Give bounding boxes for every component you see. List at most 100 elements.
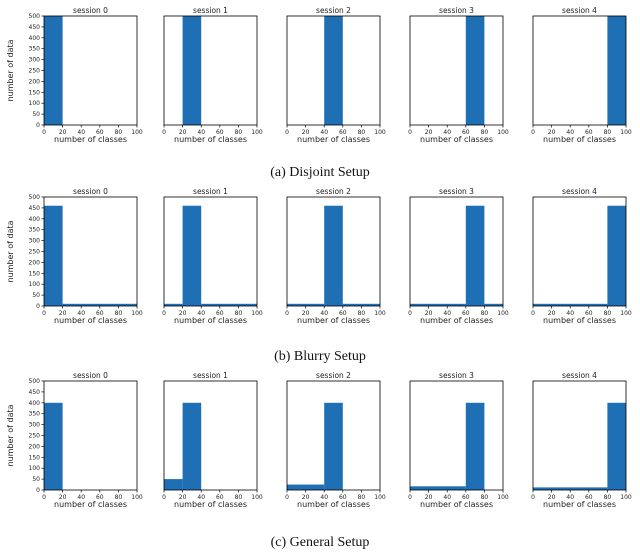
x-tick-label: 60 bbox=[585, 494, 593, 501]
panel-2-2: session 2 0 20 40 60 80 100 number of classes bbox=[285, 187, 386, 325]
x-tick-label: 60 bbox=[216, 310, 224, 317]
y-tick-label: 450 bbox=[29, 389, 41, 396]
x-tick-label: 80 bbox=[481, 310, 489, 317]
x-tick-label: 100 bbox=[620, 129, 632, 136]
panel-3-1: session 1 0 20 40 60 80 100 number of classes bbox=[162, 371, 263, 509]
x-tick-label: 0 bbox=[408, 310, 412, 317]
x-tick-label: 60 bbox=[96, 129, 104, 136]
x-tick-label: 40 bbox=[566, 129, 574, 136]
panel-3-4: session 4 0 20 40 60 80 100 number of classes bbox=[531, 371, 632, 509]
panel-title: session 1 bbox=[193, 187, 228, 196]
x-tick-label: 20 bbox=[548, 310, 556, 317]
x-tick-label: 80 bbox=[358, 310, 366, 317]
x-tick-label: 20 bbox=[302, 310, 310, 317]
x-tick-label: 40 bbox=[77, 494, 85, 501]
x-tick-label: 20 bbox=[179, 310, 187, 317]
x-tick-label: 100 bbox=[374, 129, 386, 136]
x-tick-label: 0 bbox=[531, 494, 535, 501]
x-tick-label: 60 bbox=[339, 129, 347, 136]
x-tick-label: 40 bbox=[77, 310, 85, 317]
panel-title: session 1 bbox=[193, 371, 228, 380]
histogram-bar bbox=[44, 205, 63, 306]
y-tick-label: 150 bbox=[29, 89, 41, 96]
panel-title: session 3 bbox=[439, 371, 474, 380]
histogram-bar bbox=[44, 402, 63, 490]
y-axis-label: number of data bbox=[6, 39, 15, 101]
y-tick-label: 250 bbox=[29, 433, 41, 440]
x-tick-label: 20 bbox=[59, 310, 67, 317]
panel-2-3: session 3 0 20 40 60 80 100 number of classes bbox=[408, 187, 509, 325]
y-tick-label: 200 bbox=[29, 443, 41, 450]
x-tick-label: 20 bbox=[59, 129, 67, 136]
y-tick-label: 350 bbox=[29, 411, 41, 418]
x-tick-label: 20 bbox=[59, 494, 67, 501]
x-tick-label: 0 bbox=[531, 129, 535, 136]
y-tick-label: 300 bbox=[29, 422, 41, 429]
plot-frame bbox=[163, 196, 258, 307]
x-tick-label: 20 bbox=[179, 494, 187, 501]
x-axis-label: number of classes bbox=[174, 500, 247, 509]
histogram-bar bbox=[607, 16, 626, 125]
x-tick-label: 20 bbox=[302, 129, 310, 136]
plot-frame bbox=[163, 380, 258, 491]
x-tick-label: 60 bbox=[462, 494, 470, 501]
x-tick-label: 40 bbox=[566, 494, 574, 501]
x-tick-label: 80 bbox=[481, 494, 489, 501]
x-tick-label: 40 bbox=[566, 310, 574, 317]
x-tick-label: 20 bbox=[548, 129, 556, 136]
y-tick-label: 250 bbox=[29, 249, 41, 256]
x-tick-label: 0 bbox=[162, 129, 166, 136]
panel-title: session 2 bbox=[316, 6, 351, 15]
plot-frame bbox=[409, 15, 504, 126]
x-tick-label: 80 bbox=[358, 494, 366, 501]
x-tick-label: 0 bbox=[42, 494, 46, 501]
x-tick-label: 60 bbox=[96, 494, 104, 501]
plot-frame bbox=[532, 196, 627, 307]
histogram-bar bbox=[201, 303, 257, 306]
plot-frame bbox=[409, 380, 504, 491]
panel-title: session 1 bbox=[193, 6, 228, 15]
x-tick-label: 100 bbox=[620, 494, 632, 501]
histogram-bar bbox=[607, 402, 626, 490]
x-axis-label: number of classes bbox=[420, 316, 493, 325]
x-tick-label: 40 bbox=[443, 494, 451, 501]
y-tick-label: 100 bbox=[29, 100, 41, 107]
y-tick-label: 400 bbox=[29, 216, 41, 223]
panel-title: session 2 bbox=[316, 187, 351, 196]
y-tick-label: 400 bbox=[29, 35, 41, 42]
panel-title: session 4 bbox=[562, 6, 597, 15]
x-tick-label: 80 bbox=[115, 494, 123, 501]
y-tick-label: 500 bbox=[29, 378, 41, 385]
x-axis-label: number of classes bbox=[54, 135, 127, 144]
row-2: session 0 0 20 40 60 80 100 number of classes 0 5… bbox=[6, 187, 632, 364]
histogram-bar bbox=[324, 402, 343, 490]
y-tick-label: 350 bbox=[29, 46, 41, 53]
histogram-bar bbox=[465, 16, 485, 125]
panel-title: session 3 bbox=[439, 187, 474, 196]
histogram-bar bbox=[182, 402, 202, 490]
x-tick-label: 100 bbox=[497, 494, 509, 501]
y-tick-label: 200 bbox=[29, 259, 41, 266]
x-axis-label: number of classes bbox=[54, 316, 127, 325]
histogram-bar bbox=[324, 16, 343, 125]
x-tick-label: 60 bbox=[339, 310, 347, 317]
panel-3-0: session 0 0 20 40 60 80 100 number of classes 0 5… bbox=[6, 371, 143, 509]
x-tick-label: 80 bbox=[235, 310, 243, 317]
histogram-bar bbox=[164, 479, 183, 490]
x-tick-label: 0 bbox=[162, 494, 166, 501]
x-axis-label: number of classes bbox=[297, 500, 370, 509]
x-axis-label: number of classes bbox=[420, 135, 493, 144]
x-tick-label: 80 bbox=[481, 129, 489, 136]
y-axis-label: number of data bbox=[6, 220, 15, 282]
y-tick-label: 350 bbox=[29, 227, 41, 234]
histogram-bar bbox=[182, 16, 202, 125]
x-tick-label: 0 bbox=[408, 129, 412, 136]
histogram-bar bbox=[44, 16, 63, 125]
plot-frame bbox=[286, 15, 381, 126]
panel-1-2: session 2 0 20 40 60 80 100 number of classes bbox=[285, 6, 386, 144]
y-tick-label: 50 bbox=[32, 111, 40, 118]
x-tick-label: 0 bbox=[285, 494, 289, 501]
histogram-bar bbox=[164, 303, 183, 306]
x-tick-label: 80 bbox=[604, 129, 612, 136]
histogram-bar bbox=[533, 487, 608, 490]
